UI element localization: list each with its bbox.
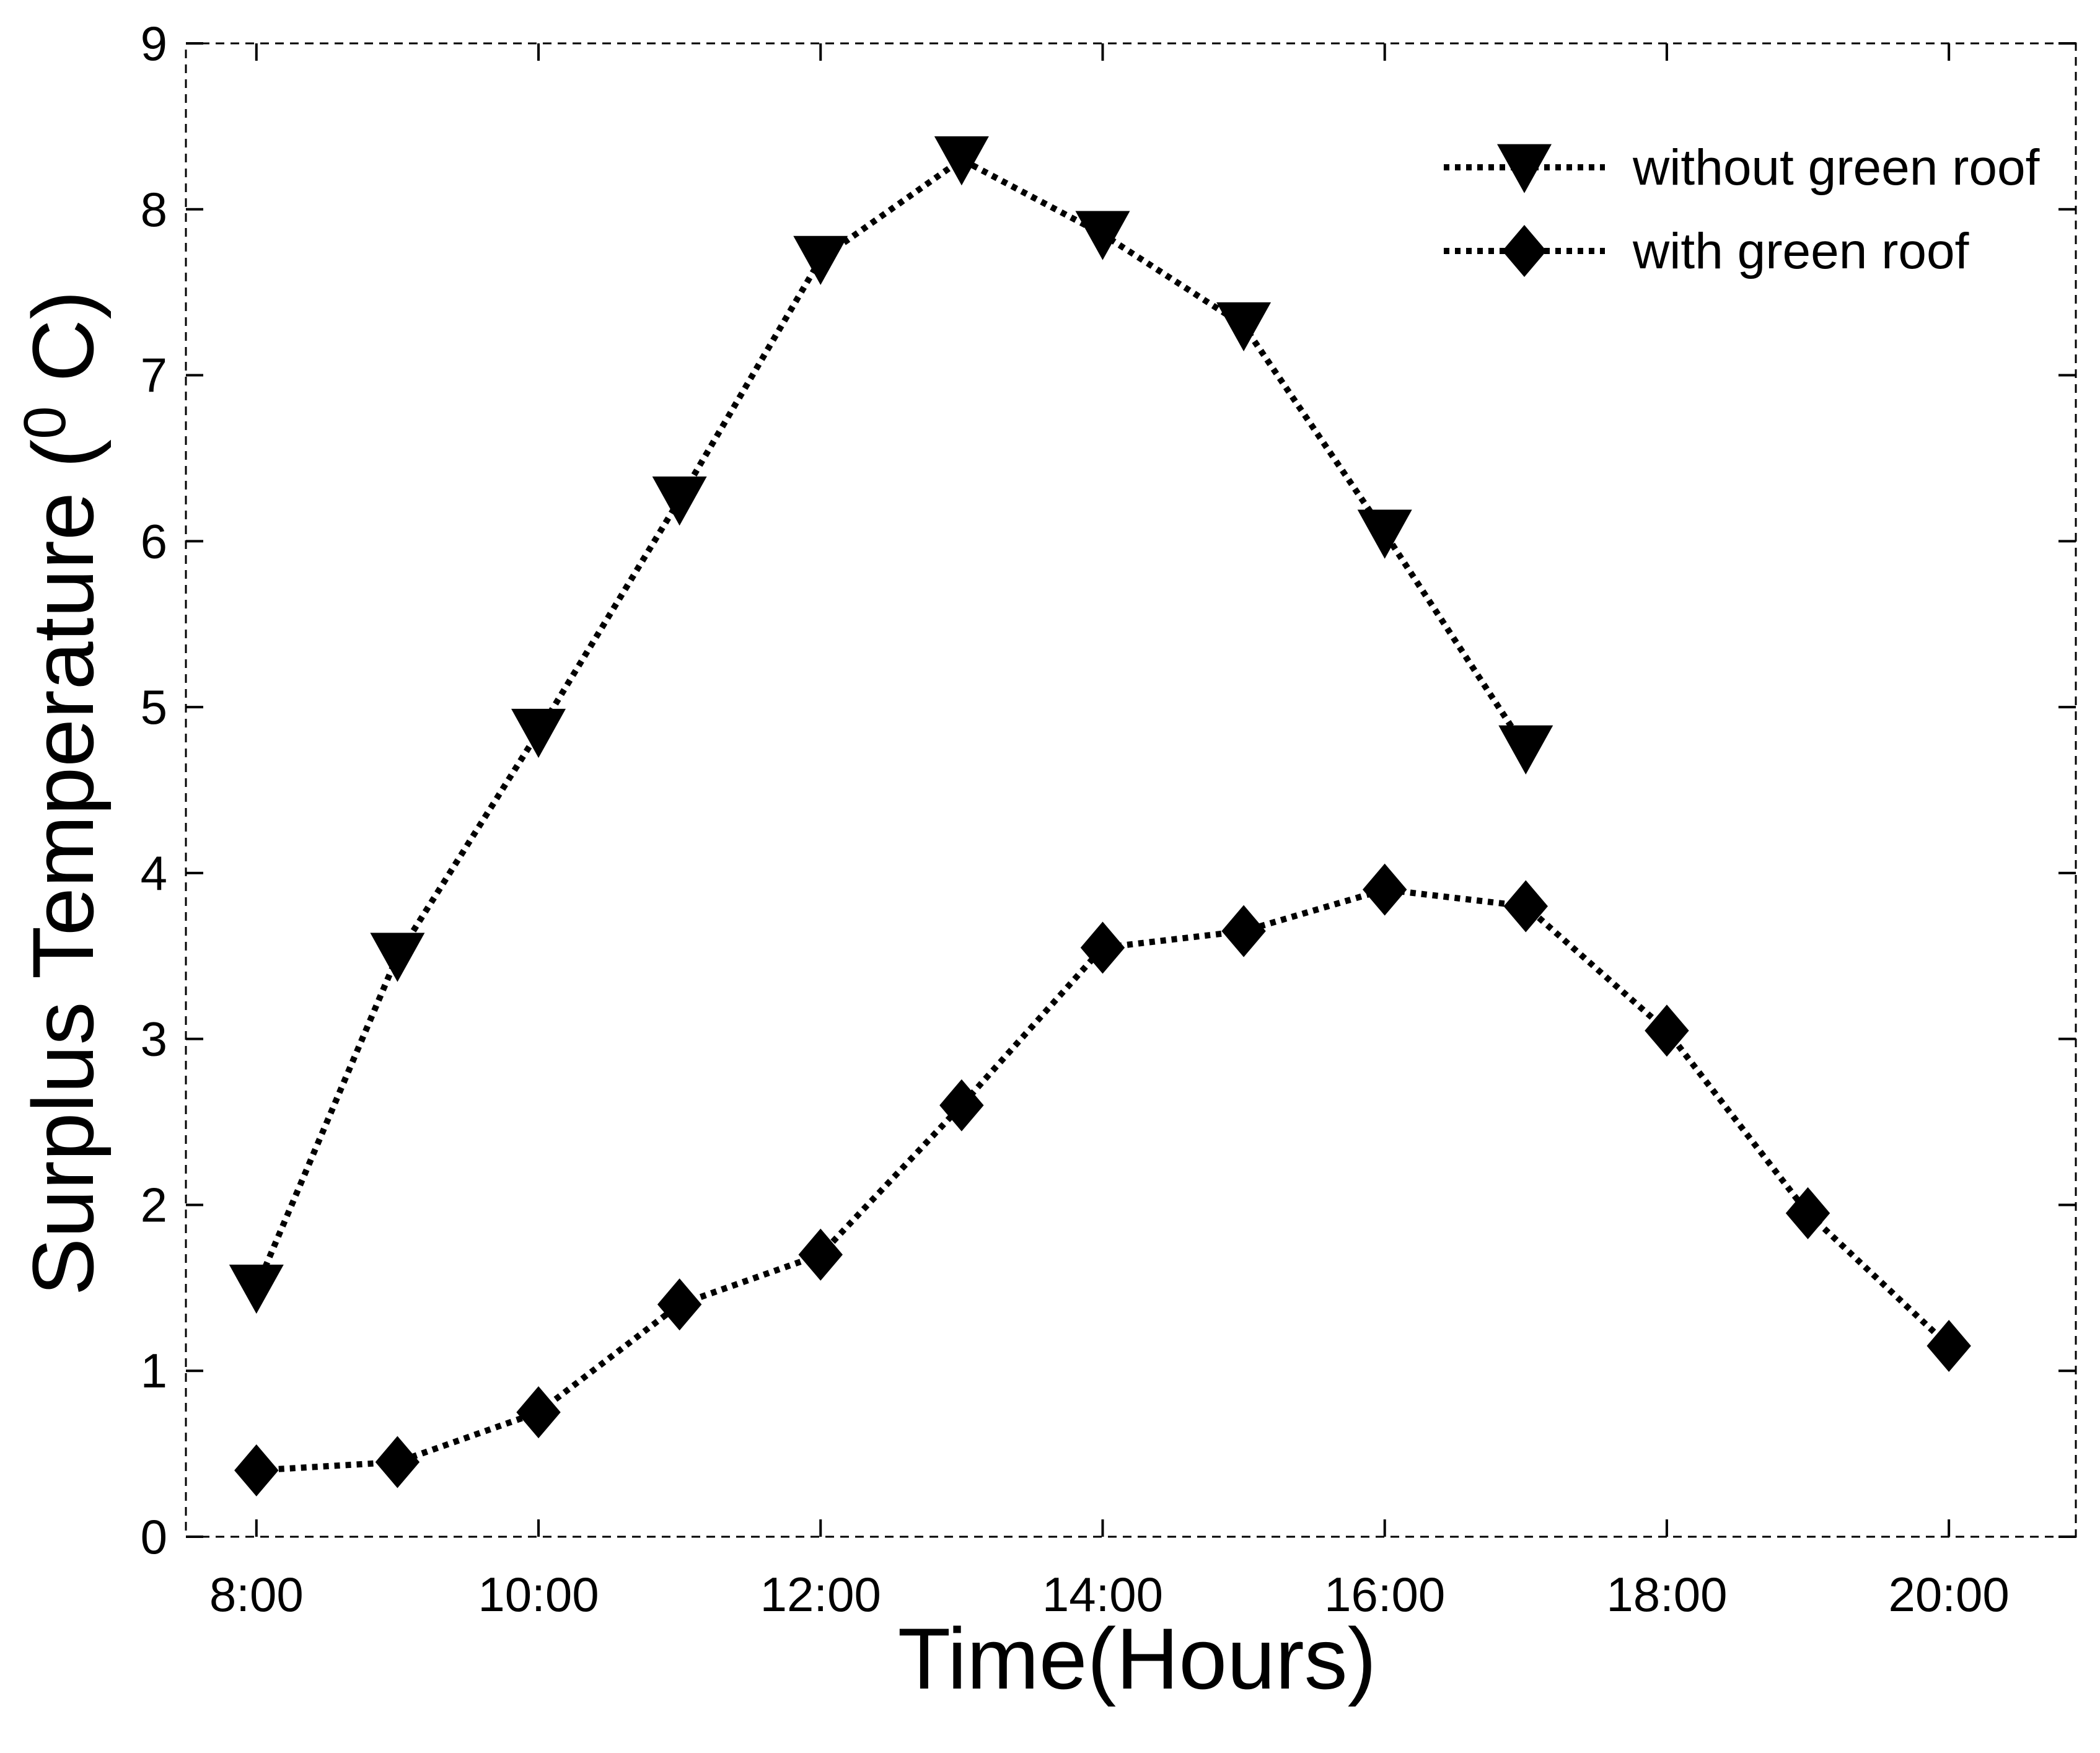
plot-border [185, 42, 2077, 1538]
legend-marker [1502, 225, 1547, 277]
y-tick-label: 3 [141, 1012, 167, 1066]
data-point [793, 235, 848, 285]
series-line [253, 156, 1529, 1289]
x-axis-label: Time(Hours) [898, 1610, 1377, 1707]
legend: without green roof with green roof [1444, 139, 2040, 279]
x-tick-label: 18:00 [1606, 1567, 1727, 1622]
legend-label: with green roof [1632, 223, 1969, 279]
data-point [1498, 725, 1553, 775]
data-point [1216, 302, 1272, 352]
y-axis-label: Surplus Temperature (0 C) [12, 291, 112, 1296]
y-tick-label: 6 [141, 514, 167, 568]
x-tick-label: 8:00 [209, 1567, 304, 1622]
data-point [1221, 905, 1266, 957]
legend-marker [1497, 144, 1552, 193]
legend-label: without green roof [1632, 139, 2040, 196]
data-point [652, 476, 707, 526]
data-point [1645, 1004, 1689, 1057]
data-point [1363, 863, 1407, 916]
y-tick-label: 7 [141, 348, 167, 403]
data-point [934, 136, 989, 186]
data-point [1926, 1320, 1971, 1373]
x-tick-label: 12:00 [760, 1567, 881, 1622]
data-point [798, 1228, 843, 1281]
y-tick-label: 9 [141, 16, 167, 71]
x-tick-label: 14:00 [1042, 1567, 1163, 1622]
data-point [939, 1079, 984, 1131]
y-tick-label: 5 [141, 680, 167, 734]
y-tick-label: 4 [141, 846, 167, 900]
series-layer [229, 136, 1971, 1496]
data-point [234, 1444, 279, 1496]
data-point [1075, 211, 1130, 260]
y-tick-label: 8 [141, 182, 167, 237]
data-point [370, 933, 425, 982]
x-tick-label: 10:00 [478, 1567, 599, 1622]
series-1 [234, 863, 1971, 1496]
data-point [511, 708, 566, 758]
data-point [1503, 880, 1549, 933]
data-point [375, 1436, 420, 1488]
x-tick-label: 20:00 [1889, 1567, 2010, 1622]
data-point [1080, 921, 1125, 974]
y-tick-label: 1 [141, 1343, 167, 1398]
series-0 [229, 136, 1553, 1314]
x-tick-label: 16:00 [1324, 1567, 1445, 1622]
data-point [657, 1278, 702, 1331]
y-axis: 0 1 2 3 4 5 6 7 8 9 [141, 16, 2076, 1564]
x-axis: 8:00 10:00 12:00 14:00 16:00 18:00 20:00 [209, 43, 2010, 1622]
plot-frame [185, 42, 2077, 1538]
data-point [1785, 1187, 1830, 1239]
data-point [1357, 509, 1412, 559]
data-point [229, 1264, 284, 1314]
y-tick-label: 0 [141, 1509, 167, 1564]
y-tick-label: 2 [141, 1177, 167, 1232]
data-point [516, 1386, 561, 1439]
